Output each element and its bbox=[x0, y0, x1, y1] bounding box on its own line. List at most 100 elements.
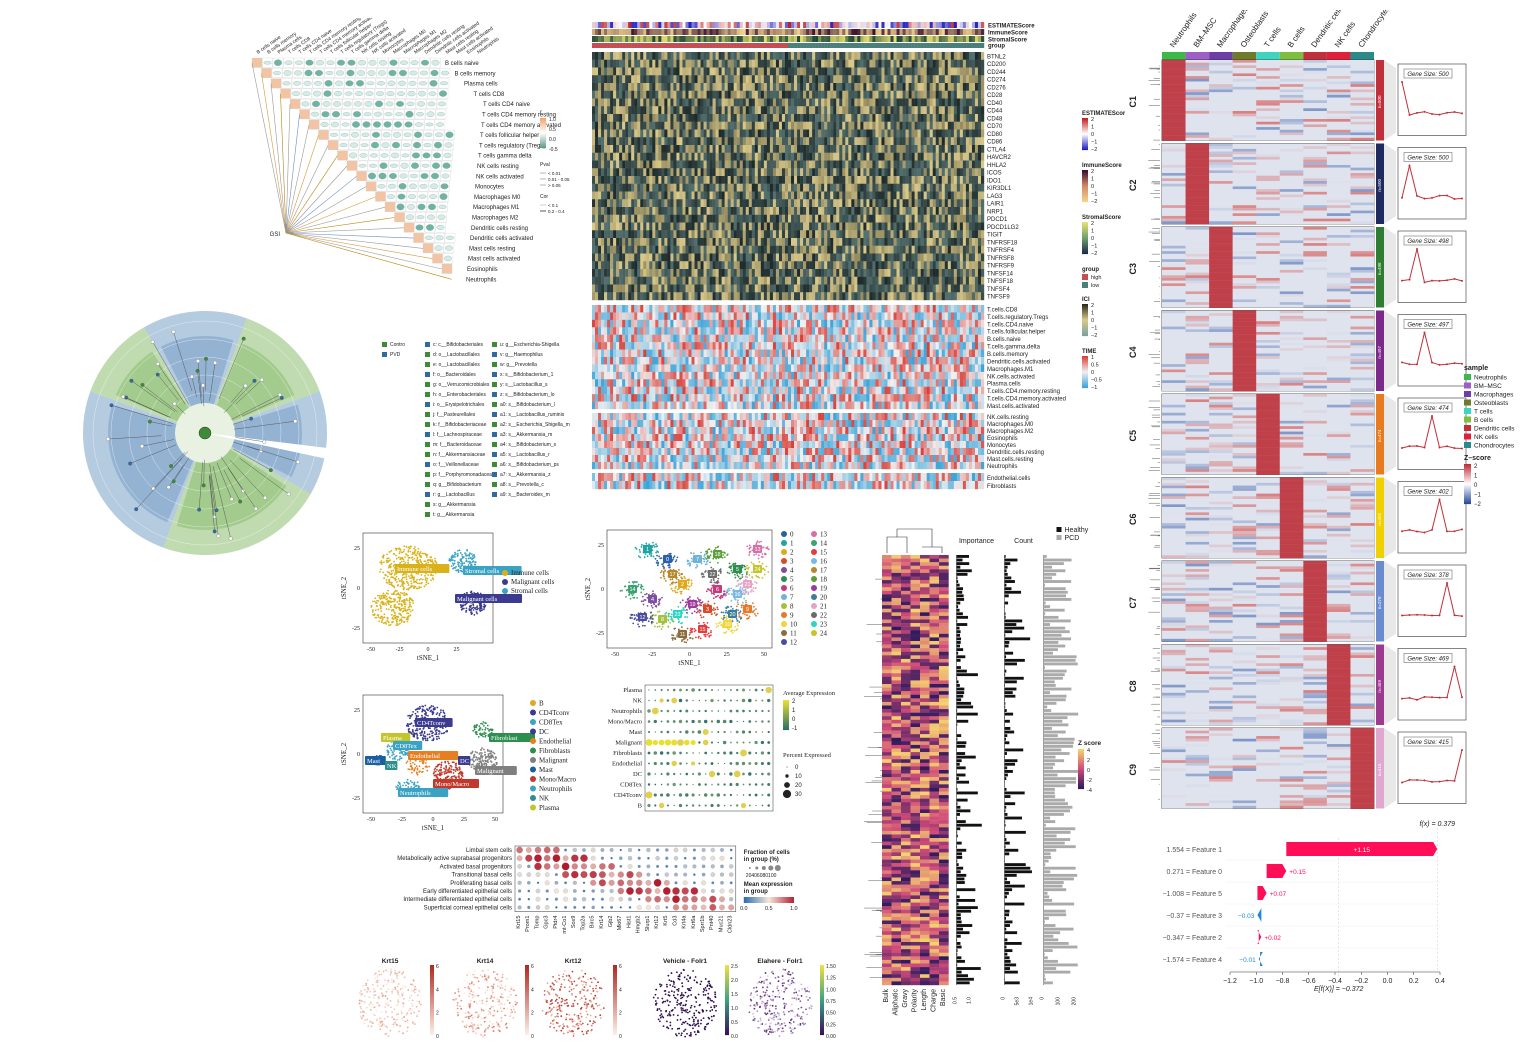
heatmap-cell bbox=[933, 238, 936, 246]
heatmap-cell bbox=[613, 83, 616, 91]
heatmap-cell bbox=[888, 261, 891, 269]
heatmap-cell bbox=[740, 238, 743, 246]
heatmap-cell bbox=[770, 145, 773, 153]
heatmap-cell bbox=[860, 277, 863, 285]
heatmap-cell bbox=[704, 153, 707, 161]
heatmap-cell bbox=[803, 153, 806, 161]
heatmap-cell bbox=[616, 199, 619, 207]
heatmap-cell bbox=[728, 106, 731, 114]
heatmap-cell bbox=[755, 91, 758, 99]
annotation-cell bbox=[812, 36, 815, 42]
corr-ellipse bbox=[283, 81, 291, 85]
annotation-cell bbox=[740, 43, 743, 48]
heatmap-cell bbox=[649, 254, 652, 262]
heatmap-cell bbox=[875, 238, 878, 246]
heatmap-cell bbox=[767, 215, 770, 223]
heatmap-cell bbox=[755, 246, 758, 254]
heatmap-cell bbox=[655, 277, 658, 285]
heatmap-cell bbox=[860, 52, 863, 60]
heatmap-cell bbox=[912, 145, 915, 153]
annotation-cell bbox=[661, 43, 664, 48]
annotation-cell bbox=[884, 43, 887, 48]
heatmap-cell bbox=[613, 99, 616, 107]
heatmap-cell bbox=[770, 238, 773, 246]
heatmap-cell bbox=[604, 75, 607, 83]
heatmap-cell bbox=[716, 176, 719, 184]
annotation-cell bbox=[894, 43, 897, 48]
heatmap-cell bbox=[927, 83, 930, 91]
heatmap-cell bbox=[773, 91, 776, 99]
heatmap-cell bbox=[698, 277, 701, 285]
heatmap-cell bbox=[978, 246, 981, 254]
heatmap-cell bbox=[613, 192, 616, 200]
heatmap-cell bbox=[857, 277, 860, 285]
heatmap-cell bbox=[701, 223, 704, 231]
heatmap-cell bbox=[824, 130, 827, 138]
heatmap-cell bbox=[770, 230, 773, 238]
heatmap-cell bbox=[933, 114, 936, 122]
heatmap-cell bbox=[866, 137, 869, 145]
annotation-cell bbox=[716, 29, 719, 35]
annotation-cell bbox=[945, 36, 948, 42]
heatmap-cell bbox=[631, 161, 634, 169]
annotation-cell bbox=[631, 22, 634, 28]
heatmap-cell bbox=[809, 277, 812, 285]
heatmap-cell bbox=[761, 130, 764, 138]
heatmap-cell bbox=[595, 99, 598, 107]
heatmap-cell bbox=[743, 261, 746, 269]
heatmap-cell bbox=[933, 83, 936, 91]
heatmap-cell bbox=[912, 207, 915, 215]
corr-ellipse bbox=[344, 101, 352, 106]
heatmap-cell bbox=[897, 261, 900, 269]
annotation-cell bbox=[634, 22, 637, 28]
heatmap-cell bbox=[954, 238, 957, 246]
heatmap-cell bbox=[728, 122, 731, 130]
heatmap-cell bbox=[682, 153, 685, 161]
heatmap-cell bbox=[966, 137, 969, 145]
heatmap-cell bbox=[875, 246, 878, 254]
heatmap-cell bbox=[646, 192, 649, 200]
heatmap-cell bbox=[676, 60, 679, 68]
heatmap-cell bbox=[824, 192, 827, 200]
heatmap-cell bbox=[613, 269, 616, 277]
annotation-cell bbox=[903, 22, 906, 28]
heatmap-cell bbox=[836, 199, 839, 207]
heatmap-cell bbox=[676, 153, 679, 161]
corr-ellipse bbox=[324, 91, 332, 97]
heatmap-cell bbox=[755, 114, 758, 122]
heatmap-cell bbox=[900, 75, 903, 83]
annotation-cell bbox=[809, 22, 812, 28]
annotation-cell bbox=[927, 43, 930, 48]
heatmap-cell bbox=[625, 254, 628, 262]
heatmap-cell bbox=[933, 137, 936, 145]
heatmap-cell bbox=[725, 168, 728, 176]
heatmap-cell bbox=[788, 223, 791, 231]
heatmap-cell bbox=[676, 238, 679, 246]
annotation-cell bbox=[824, 36, 827, 42]
heatmap-cell bbox=[827, 137, 830, 145]
heatmap-cell bbox=[622, 199, 625, 207]
corr-ellipse bbox=[314, 81, 322, 85]
heatmap-cell bbox=[607, 145, 610, 153]
heatmap-cell bbox=[957, 130, 960, 138]
heatmap-cell bbox=[640, 114, 643, 122]
heatmap-cell bbox=[821, 230, 824, 238]
heatmap-cell bbox=[695, 269, 698, 277]
heatmap-cell bbox=[788, 106, 791, 114]
heatmap-cell bbox=[972, 254, 975, 262]
heatmap-cell bbox=[818, 168, 821, 176]
heatmap-cell bbox=[821, 106, 824, 114]
heatmap-cell bbox=[936, 161, 939, 169]
heatmap-cell bbox=[948, 91, 951, 99]
heatmap-cell bbox=[661, 161, 664, 169]
heatmap-cell bbox=[782, 168, 785, 176]
heatmap-cell bbox=[815, 261, 818, 269]
heatmap-cell bbox=[704, 192, 707, 200]
annotation-cell bbox=[875, 29, 878, 35]
heatmap-cell bbox=[839, 161, 842, 169]
heatmap-cell bbox=[767, 145, 770, 153]
heatmap-cell bbox=[758, 192, 761, 200]
heatmap-cell bbox=[906, 261, 909, 269]
annotation-cell bbox=[773, 22, 776, 28]
heatmap-cell bbox=[812, 91, 815, 99]
